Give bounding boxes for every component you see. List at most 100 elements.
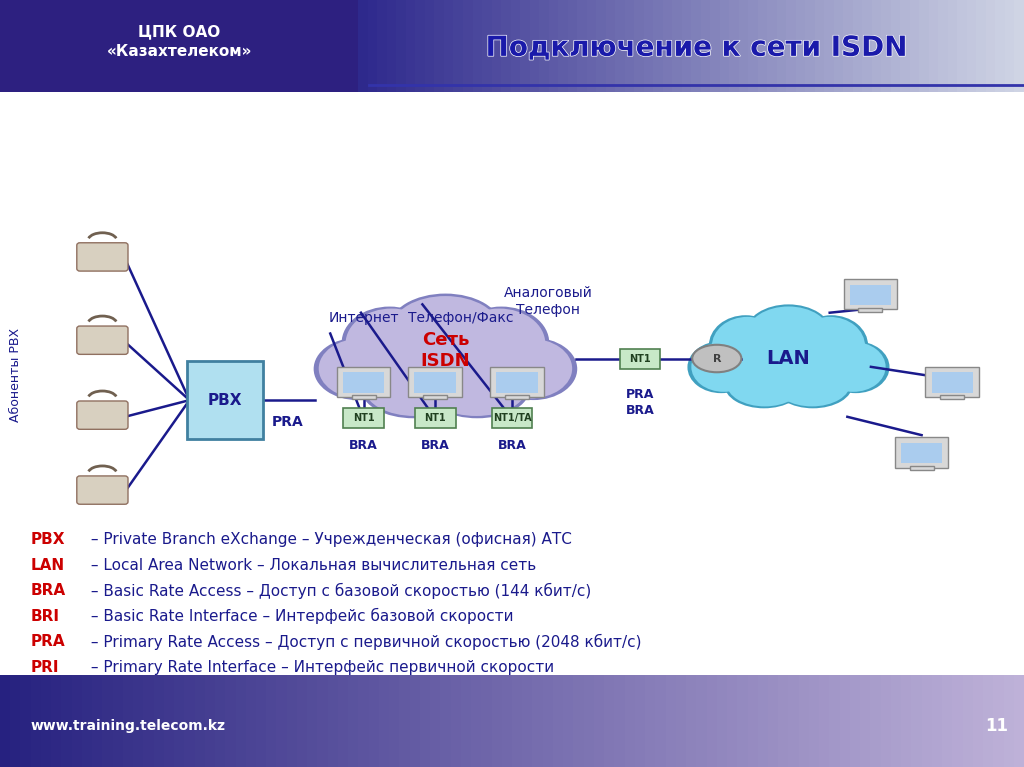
Bar xyxy=(246,675,257,767)
Bar xyxy=(758,675,769,767)
Text: – Local Area Network – Локальная вычислительная сеть: – Local Area Network – Локальная вычисли… xyxy=(86,558,537,572)
Bar xyxy=(858,308,883,311)
Bar xyxy=(1005,0,1016,92)
Bar xyxy=(420,675,431,767)
Bar xyxy=(410,675,421,767)
Bar xyxy=(605,0,616,92)
Text: NT1: NT1 xyxy=(629,354,651,364)
Bar xyxy=(379,675,390,767)
Bar xyxy=(215,675,226,767)
Text: NT1/TA: NT1/TA xyxy=(493,413,531,423)
FancyBboxPatch shape xyxy=(932,372,973,393)
Bar xyxy=(451,675,462,767)
Bar xyxy=(882,0,892,92)
Bar xyxy=(1014,675,1024,767)
FancyBboxPatch shape xyxy=(490,367,544,397)
Bar xyxy=(938,0,949,92)
Bar xyxy=(711,0,721,92)
Bar xyxy=(539,0,550,92)
Bar xyxy=(614,675,626,767)
Bar xyxy=(860,675,871,767)
Ellipse shape xyxy=(748,307,829,360)
Bar xyxy=(973,675,984,767)
Bar xyxy=(700,0,712,92)
Ellipse shape xyxy=(822,341,890,393)
FancyBboxPatch shape xyxy=(77,326,128,354)
Bar xyxy=(0,675,11,767)
Bar xyxy=(463,0,473,92)
Ellipse shape xyxy=(712,317,782,375)
Bar xyxy=(663,0,673,92)
Bar xyxy=(328,675,339,767)
Bar xyxy=(396,0,407,92)
Bar xyxy=(983,675,994,767)
FancyBboxPatch shape xyxy=(77,401,128,430)
Bar xyxy=(276,675,288,767)
Bar xyxy=(594,675,605,767)
Ellipse shape xyxy=(727,360,803,407)
Bar xyxy=(891,0,901,92)
Bar xyxy=(471,675,482,767)
Bar xyxy=(891,675,902,767)
Ellipse shape xyxy=(724,360,804,408)
Bar xyxy=(717,675,728,767)
Text: Телефон/Факс: Телефон/Факс xyxy=(408,311,514,325)
Bar xyxy=(587,0,597,92)
Ellipse shape xyxy=(687,341,755,393)
Bar xyxy=(82,675,93,767)
Bar xyxy=(92,675,103,767)
Bar xyxy=(287,675,298,767)
Bar xyxy=(549,0,559,92)
Bar xyxy=(625,0,635,92)
Text: PRA
BRA: PRA BRA xyxy=(626,387,654,416)
Bar xyxy=(133,675,144,767)
FancyBboxPatch shape xyxy=(77,243,128,271)
Bar xyxy=(870,675,882,767)
Bar xyxy=(815,0,825,92)
Text: LAN: LAN xyxy=(31,558,65,572)
Text: R: R xyxy=(713,354,721,364)
Bar xyxy=(778,675,790,767)
Bar xyxy=(696,675,708,767)
Bar xyxy=(358,0,369,92)
Bar xyxy=(749,0,759,92)
FancyBboxPatch shape xyxy=(415,372,456,393)
Bar xyxy=(942,675,953,767)
Text: Аналоговый
Телефон: Аналоговый Телефон xyxy=(504,285,592,317)
Bar xyxy=(573,675,585,767)
Bar xyxy=(505,395,529,399)
Bar xyxy=(672,0,683,92)
Bar xyxy=(777,0,787,92)
Bar xyxy=(368,0,379,92)
Bar xyxy=(758,0,768,92)
FancyBboxPatch shape xyxy=(343,409,384,429)
Bar xyxy=(543,675,554,767)
Bar xyxy=(644,0,654,92)
Bar xyxy=(51,675,62,767)
Bar xyxy=(850,675,861,767)
Bar xyxy=(113,675,124,767)
Ellipse shape xyxy=(454,308,546,378)
Text: PBX: PBX xyxy=(208,393,243,407)
Bar xyxy=(378,0,388,92)
Bar xyxy=(102,675,114,767)
Bar xyxy=(511,0,521,92)
Bar xyxy=(520,0,530,92)
Bar xyxy=(20,675,32,767)
FancyBboxPatch shape xyxy=(343,372,384,393)
Bar xyxy=(522,675,534,767)
Bar xyxy=(434,0,445,92)
Bar xyxy=(796,0,806,92)
Ellipse shape xyxy=(774,360,850,407)
Bar xyxy=(748,675,759,767)
Ellipse shape xyxy=(365,361,465,416)
Bar xyxy=(501,0,512,92)
Bar xyxy=(767,0,778,92)
Bar xyxy=(307,675,318,767)
Ellipse shape xyxy=(318,338,403,399)
Bar xyxy=(195,675,206,767)
Bar xyxy=(578,0,588,92)
Bar xyxy=(558,0,568,92)
FancyBboxPatch shape xyxy=(409,367,462,397)
Bar xyxy=(317,675,329,767)
